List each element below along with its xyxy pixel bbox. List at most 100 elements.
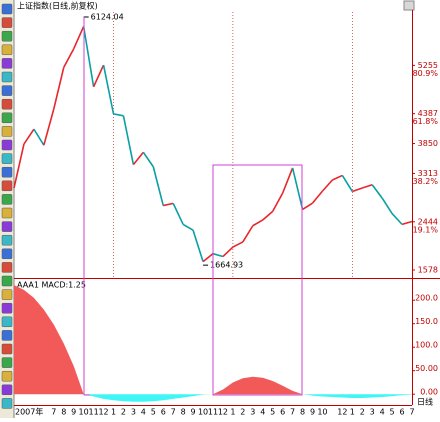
price-segment <box>371 184 383 199</box>
price-segment <box>352 187 363 193</box>
tool-icon[interactable] <box>1 98 13 110</box>
indicator-title: AAA1 MACD:1.25 <box>17 281 86 290</box>
x-tick-label: 10 <box>79 408 89 417</box>
price-segment <box>192 229 204 262</box>
price-segment <box>222 246 234 258</box>
price-segment <box>212 252 224 258</box>
tool-icon[interactable] <box>1 302 13 314</box>
tool-icon[interactable] <box>1 289 13 300</box>
price-segment <box>33 128 45 146</box>
tool-icon[interactable] <box>1 398 13 409</box>
price-segment <box>341 175 353 192</box>
x-tick-label: 11 <box>89 408 99 417</box>
macd-area <box>83 394 214 402</box>
tool-icon[interactable] <box>1 30 13 42</box>
y-tick-label: 3313 <box>418 169 438 178</box>
price-segment <box>391 213 403 225</box>
x-tick-label: 8 <box>300 408 305 417</box>
price-segment <box>281 167 294 194</box>
x-tick-label: 12 <box>218 408 228 417</box>
tool-icon[interactable] <box>1 17 13 28</box>
tool-icon[interactable] <box>1 343 13 355</box>
x-tick-label: 12 <box>337 408 347 417</box>
price-segment <box>242 225 254 243</box>
x-tick-label: 4 <box>260 408 265 417</box>
price-segment <box>271 192 284 212</box>
macd-area <box>213 376 303 395</box>
tool-icon[interactable] <box>1 139 13 151</box>
price-segment <box>92 64 105 88</box>
price-segment <box>102 64 115 115</box>
price-segment <box>202 253 214 263</box>
x-tick-label: 7 <box>409 408 414 417</box>
tool-icon[interactable] <box>1 262 13 273</box>
price-segment <box>182 223 194 231</box>
x-tick-label: 3 <box>131 408 136 417</box>
tool-icon[interactable] <box>1 384 13 396</box>
y-tick-label: 1578 <box>418 265 438 274</box>
tool-icon[interactable] <box>1 194 13 205</box>
y-tick-label: 0.00 <box>420 388 438 397</box>
x-tick-label: 3 <box>250 408 255 417</box>
price-segment <box>152 166 165 206</box>
tool-icon[interactable] <box>1 126 13 137</box>
tool-icon[interactable] <box>1 180 13 192</box>
tool-icon[interactable] <box>1 85 13 96</box>
macd-area <box>14 285 84 395</box>
tool-icon[interactable] <box>1 3 13 15</box>
x-tick-label: 5 <box>390 408 395 417</box>
x-tick-label: 6 <box>400 408 405 417</box>
tool-icon[interactable] <box>1 58 13 69</box>
x-tick-label: 6 <box>280 408 285 417</box>
x-tick-label: 2 <box>121 408 126 417</box>
x-tick-label: 7 <box>51 408 56 417</box>
x-tick-label: 4 <box>380 408 385 417</box>
price-segment <box>311 190 324 204</box>
x-tick-label: 1 <box>111 408 116 417</box>
tool-icon[interactable] <box>1 153 13 164</box>
y-tick-label: 2444 <box>418 217 438 226</box>
fib-label: 80.9% <box>413 69 439 78</box>
x-tick-label: 2007年 <box>15 407 43 417</box>
x-tick-label: 9 <box>71 408 76 417</box>
tool-icons <box>1 3 13 409</box>
x-tick-label: 10 <box>198 408 208 417</box>
price-segment <box>362 184 373 189</box>
macd-area <box>302 394 412 398</box>
tool-icon[interactable] <box>1 221 13 232</box>
period-label: 日线 <box>417 397 433 407</box>
tool-icon[interactable] <box>1 71 13 83</box>
selection-boxes <box>83 17 303 396</box>
price-segment <box>302 202 313 211</box>
tool-icon[interactable] <box>1 330 13 341</box>
high-label: 6124.04 <box>91 13 124 22</box>
settings-icon[interactable] <box>403 0 415 11</box>
tool-icon[interactable] <box>1 112 13 124</box>
price-segment <box>72 26 85 50</box>
x-tick-label: 2 <box>360 408 365 417</box>
x-tick-label: 5 <box>270 408 275 417</box>
tool-icon[interactable] <box>1 207 13 219</box>
tool-icon[interactable] <box>1 44 13 56</box>
tool-icon[interactable] <box>1 248 13 260</box>
price-segment <box>332 174 343 181</box>
x-tick-label: 5 <box>151 408 156 417</box>
x-tick-label: 1 <box>230 408 235 417</box>
x-tick-label: 2 <box>240 408 245 417</box>
tool-icon[interactable] <box>1 357 13 368</box>
x-tick-label: 8 <box>61 408 66 417</box>
price-segment <box>53 67 65 110</box>
price-segment <box>113 113 124 117</box>
price-segment <box>43 108 55 146</box>
tool-icon[interactable] <box>1 370 13 382</box>
x-tick-label: 7 <box>171 408 176 417</box>
x-tick-label: 9 <box>310 408 315 417</box>
chart-title: 上证指数(日线,前复权) <box>17 1 98 11</box>
fib-label: 38.2% <box>413 177 439 186</box>
price-segment <box>401 220 413 226</box>
tool-icon[interactable] <box>1 316 13 328</box>
tool-icon[interactable] <box>1 234 13 246</box>
price-segment <box>232 241 244 248</box>
tool-icon[interactable] <box>1 275 13 287</box>
tool-icon[interactable] <box>1 166 13 178</box>
